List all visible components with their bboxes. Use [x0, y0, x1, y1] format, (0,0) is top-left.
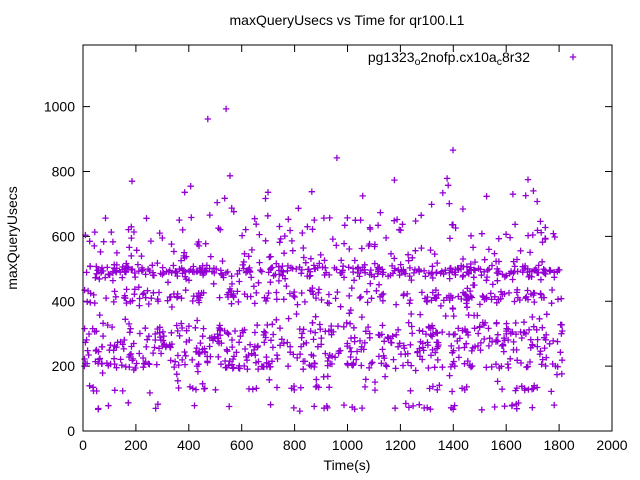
x-tick-label: 600 [230, 437, 254, 453]
y-tick-label: 200 [52, 358, 76, 374]
axes: 0 200 400 600 800 1000 1200 1400 1600 1800 2000 0 20… [44, 45, 628, 453]
x-tick-label: 0 [79, 437, 87, 453]
scatter-points [81, 105, 566, 415]
x-tick-label: 1800 [544, 437, 575, 453]
y-tick-label: 400 [52, 293, 76, 309]
legend-marker-plus-icon [569, 53, 577, 61]
x-axis-label: Time(s) [324, 457, 371, 473]
x-tick-label: 1600 [491, 437, 522, 453]
plot-border [82, 44, 613, 432]
y-axis-label: maxQueryUsecs [4, 186, 20, 289]
data-point-markers [81, 105, 566, 415]
y-tick-label: 800 [52, 164, 76, 180]
x-tick-label: 800 [283, 437, 307, 453]
y-tick-label: 600 [52, 228, 76, 244]
x-tick-label: 1000 [332, 437, 363, 453]
legend: pg1323o2nofp.cx10ac8r32 [368, 49, 577, 68]
x-tick-label: 2000 [596, 437, 627, 453]
x-tick-label: 200 [124, 437, 148, 453]
y-tick-label: 1000 [44, 99, 75, 115]
x-tick-label: 400 [177, 437, 201, 453]
x-tick-label: 1400 [438, 437, 469, 453]
x-tick-label: 1200 [385, 437, 416, 453]
legend-label: pg1323o2nofp.cx10ac8r32 [368, 49, 530, 68]
chart-title: maxQueryUsecs vs Time for qr100.L1 [230, 12, 465, 28]
y-tick-label: 0 [67, 423, 75, 439]
